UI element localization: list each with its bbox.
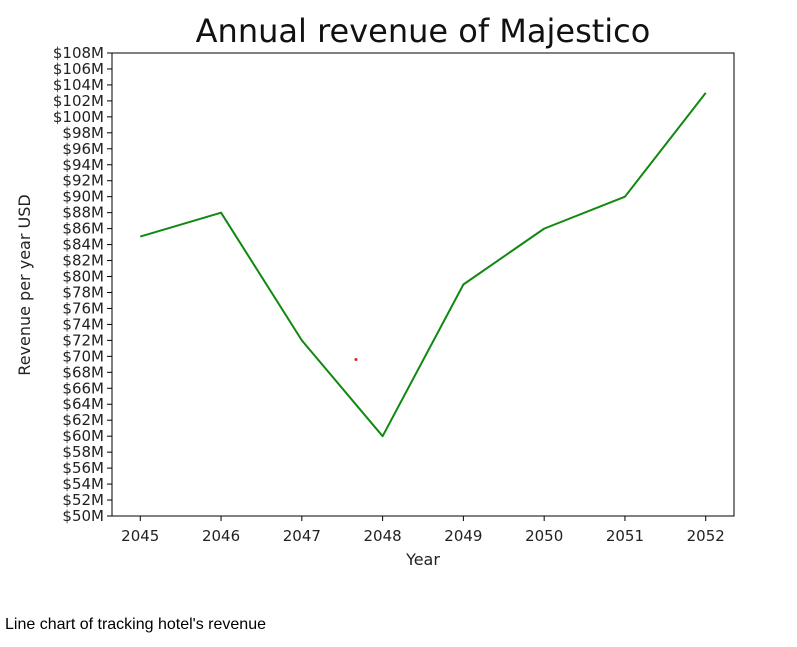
y-tick-label: $80M — [62, 268, 104, 286]
y-tick-label: $94M — [62, 156, 104, 174]
y-tick-label: $92M — [62, 172, 104, 190]
y-tick-label: $70M — [62, 347, 104, 365]
y-tick-label: $96M — [62, 140, 104, 158]
y-tick-label: $66M — [62, 379, 104, 397]
y-tick-label: $108M — [53, 44, 104, 62]
y-tick-label: $56M — [62, 459, 104, 477]
y-tick-label: $52M — [62, 491, 104, 509]
y-tick-label: $68M — [62, 363, 104, 381]
y-tick-label: $74M — [62, 315, 104, 333]
y-tick-label: $104M — [53, 76, 104, 94]
x-tick-label: 2050 — [525, 527, 563, 545]
y-tick-label: $62M — [62, 411, 104, 429]
chart-title: Annual revenue of Majestico — [196, 12, 651, 50]
y-tick-label: $84M — [62, 236, 104, 254]
y-tick-label: $54M — [62, 475, 104, 493]
x-tick-label: 2051 — [606, 527, 644, 545]
x-tick-label: 2046 — [202, 527, 240, 545]
series-line — [139, 92, 707, 438]
x-tick-label: 2048 — [364, 527, 402, 545]
x-axis-ticks: 2045 2046 2047 2048 2049 2050 2051 2052 — [121, 516, 725, 545]
y-tick-label: $78M — [62, 283, 104, 301]
x-tick-label: 2049 — [444, 527, 482, 545]
series-layer — [139, 92, 707, 438]
x-axis-label: Year — [405, 550, 440, 569]
y-tick-label: $86M — [62, 220, 104, 238]
y-tick-label: $72M — [62, 331, 104, 349]
data-point-marker — [354, 358, 358, 362]
y-tick-label: $106M — [53, 60, 104, 78]
y-tick-label: $82M — [62, 252, 104, 270]
y-tick-label: $60M — [62, 427, 104, 445]
x-tick-label: 2052 — [687, 527, 725, 545]
y-tick-label: $50M — [62, 507, 104, 525]
y-tick-label: $88M — [62, 204, 104, 222]
y-axis-label: Revenue per year USD — [15, 194, 34, 375]
y-tick-label: $90M — [62, 188, 104, 206]
y-tick-label: $100M — [53, 108, 104, 126]
y-axis-ticks: $50M$52M$54M$56M$58M$60M$62M$64M$66M$68M… — [53, 44, 112, 525]
line-chart: Annual revenue of Majestico $50M$52M$54M… — [15, 12, 735, 569]
y-tick-label: $102M — [53, 92, 104, 110]
x-tick-label: 2045 — [121, 527, 159, 545]
y-tick-label: $58M — [62, 443, 104, 461]
chart-caption: Line chart of tracking hotel's revenue — [5, 616, 266, 633]
y-tick-label: $64M — [62, 395, 104, 413]
plot-frame — [111, 52, 735, 517]
x-tick-label: 2047 — [283, 527, 321, 545]
y-tick-label: $98M — [62, 124, 104, 142]
y-tick-label: $76M — [62, 299, 104, 317]
